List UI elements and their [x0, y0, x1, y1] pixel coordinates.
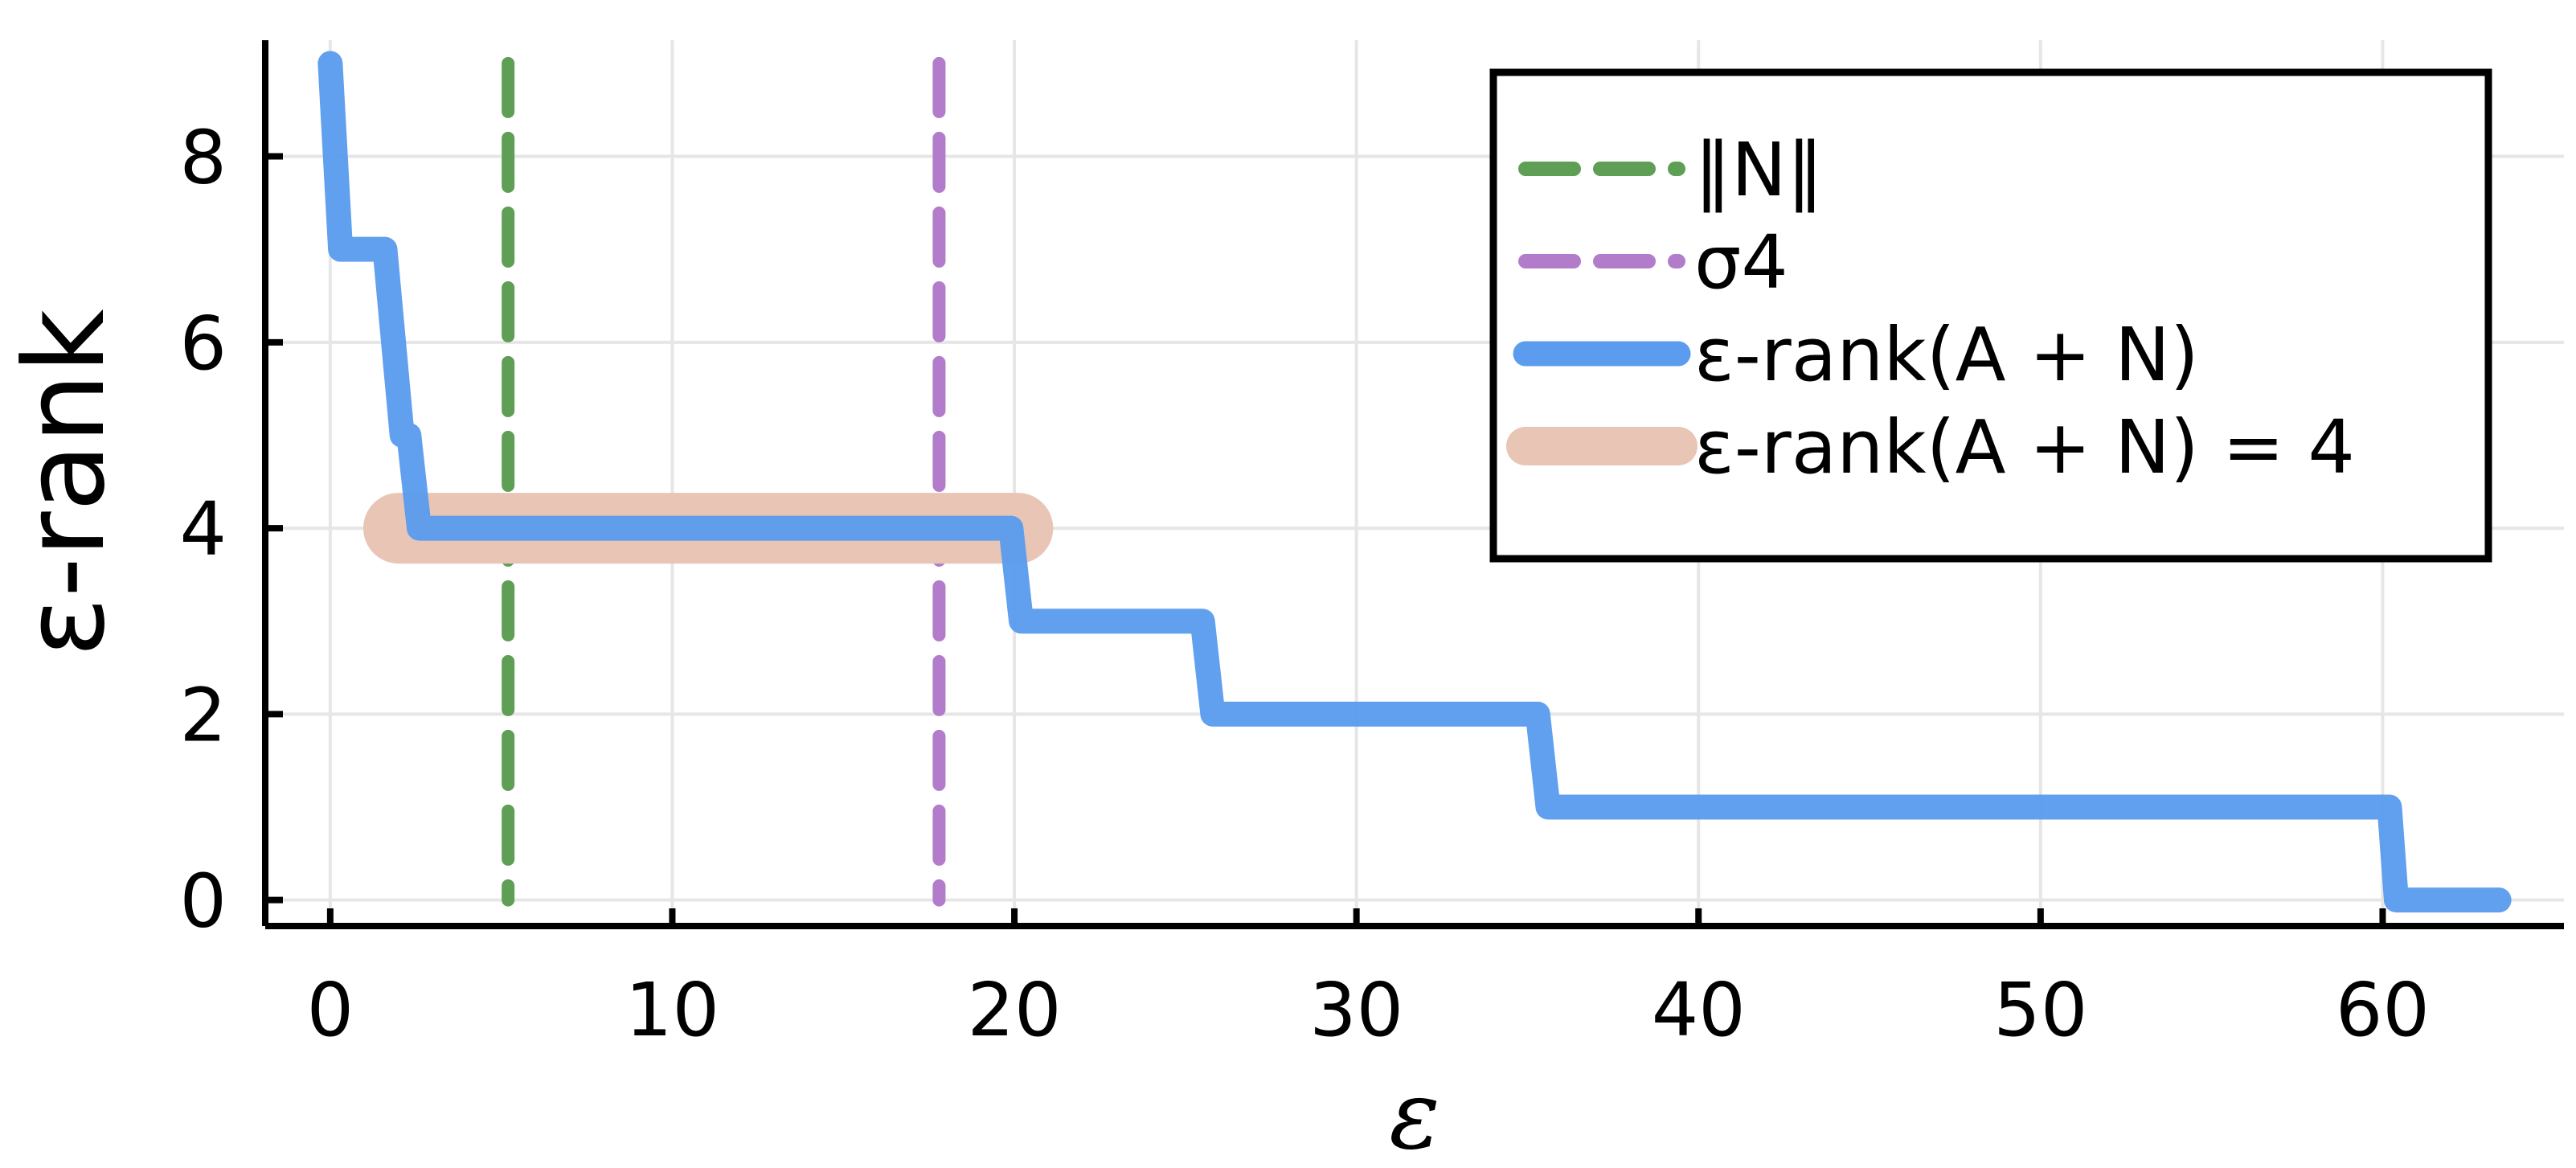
x-tick-label: 60 — [2336, 967, 2430, 1053]
x-tick-label: 0 — [307, 967, 354, 1053]
legend-label: ‖N‖ — [1694, 127, 1824, 213]
legend: ‖N‖σ4ε-rank(A + N)ε-rank(A + N) = 4 — [1489, 68, 2492, 563]
y-tick-label: 2 — [179, 672, 227, 758]
x-axis-label: ε — [1389, 1059, 1440, 1168]
y-axis-label: ε-rank — [0, 309, 129, 657]
x-tick-label: 40 — [1652, 967, 1746, 1053]
legend-label: ε-rank(A + N) = 4 — [1694, 404, 2355, 490]
reference-lines — [502, 56, 946, 907]
axes — [262, 40, 2564, 929]
ticks: 0 10 20 30 40 50 60 0 2 4 6 8 — [179, 115, 2430, 1053]
y-tick-label: 8 — [179, 115, 227, 201]
x-tick-label: 10 — [625, 967, 719, 1053]
legend-label: ε-rank(A + N) — [1694, 312, 2199, 398]
y-tick-label: 4 — [179, 486, 227, 572]
x-tick-label: 50 — [1993, 967, 2087, 1053]
y-tick-label: 6 — [179, 301, 227, 387]
rank-series-line — [317, 51, 2512, 913]
y-tick-label: 0 — [179, 859, 227, 945]
x-tick-label: 30 — [1309, 967, 1403, 1053]
legend-frame — [1489, 68, 2492, 563]
x-tick-label: 20 — [968, 967, 1062, 1053]
legend-label: σ4 — [1694, 219, 1788, 305]
series-layer — [317, 51, 2512, 913]
